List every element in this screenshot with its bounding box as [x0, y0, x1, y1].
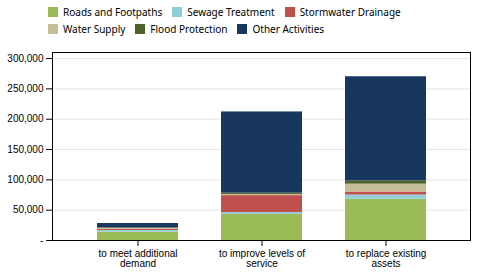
svg-text:to improve levels ofservice: to improve levels ofservice — [219, 248, 305, 269]
html-text:Sewage Treatment: Sewage Treatment — [187, 5, 275, 20]
svg-text:200,000: 200,000 — [7, 113, 44, 124]
html-text:Stormwater Drainage: Stormwater Drainage — [299, 5, 401, 20]
svg-text:-: - — [40, 235, 43, 246]
html-text:Roads and Footpaths: Roads and Footpaths — [63, 5, 163, 20]
svg-text:250,000: 250,000 — [7, 83, 44, 94]
html-text:Water Supply: Water Supply — [63, 21, 126, 36]
svg-text:300,000: 300,000 — [7, 53, 44, 64]
svg-text:to meet additionaldemand: to meet additionaldemand — [99, 248, 178, 269]
svg-text:150,000: 150,000 — [7, 144, 44, 155]
svg-text:50,000: 50,000 — [13, 204, 44, 215]
html-text:Flood Protection: Flood Protection — [150, 21, 228, 36]
svg-text:to replace existingassets: to replace existingassets — [346, 248, 427, 269]
svg-text:100,000: 100,000 — [7, 174, 44, 185]
html-text:Other Activities: Other Activities — [252, 21, 325, 36]
